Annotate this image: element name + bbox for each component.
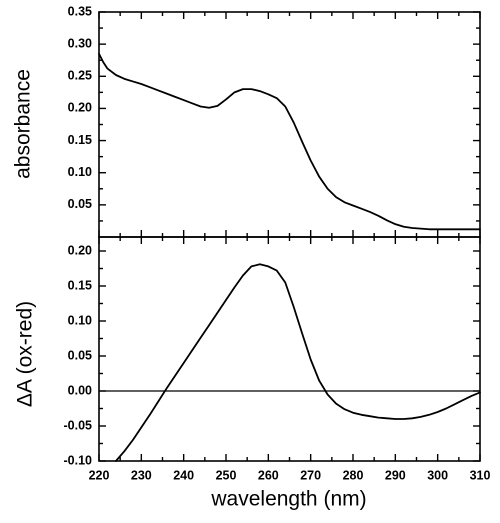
top-y-tick-label: 0.05 <box>68 197 92 211</box>
bottom-plot-frame <box>98 236 481 462</box>
x-tick-label: 300 <box>427 468 448 482</box>
bottom-y-tick-label: -0.10 <box>64 453 93 467</box>
top-y-tick-label: 0.25 <box>68 69 92 83</box>
bottom-axis-ticks <box>98 230 481 462</box>
top-y-axis-title: absorbance <box>12 69 35 179</box>
bottom-panel-delta-absorbance: -0.10 -0.05 0.00 0.05 0.10 0.15 0.20 220 230 240… <box>14 230 491 511</box>
bottom-y-tick-label: 0.15 <box>68 278 92 292</box>
bottom-y-tick-label: 0.00 <box>68 383 92 397</box>
top-y-tick-labels: 0.05 0.10 0.15 0.20 0.25 0.30 0.35 <box>68 4 92 211</box>
top-y-tick-label: 0.35 <box>68 4 92 18</box>
top-plot-frame <box>98 11 481 238</box>
top-axis-ticks <box>98 11 481 222</box>
delta-absorbance-series-line <box>115 263 481 462</box>
top-panel-absorbance: 0.05 0.10 0.15 0.20 0.25 0.30 0.35 absorbance <box>12 4 481 238</box>
bottom-y-tick-label: 0.10 <box>68 313 92 327</box>
top-y-tick-label: 0.30 <box>68 36 92 50</box>
top-y-tick-label: 0.10 <box>68 165 92 179</box>
x-tick-label: 240 <box>173 468 194 482</box>
top-y-tick-label: 0.20 <box>68 101 92 115</box>
bottom-y-tick-label: -0.05 <box>64 418 93 432</box>
x-tick-label: 290 <box>385 468 406 482</box>
top-y-tick-label: 0.15 <box>68 133 92 147</box>
bottom-y-axis-title: ΔA (ox-red) <box>14 301 37 407</box>
x-tick-labels: 220 230 240 250 260 270 280 290 300 310 <box>89 468 491 482</box>
x-tick-label: 230 <box>131 468 152 482</box>
x-tick-label: 310 <box>470 468 491 482</box>
bottom-y-tick-labels: -0.10 -0.05 0.00 0.05 0.10 0.15 0.20 <box>64 243 93 467</box>
absorbance-series-line <box>98 52 481 231</box>
bottom-y-tick-label: 0.05 <box>68 348 92 362</box>
x-tick-label: 280 <box>343 468 364 482</box>
x-tick-label: 260 <box>258 468 279 482</box>
x-tick-label: 270 <box>300 468 321 482</box>
x-tick-label: 220 <box>89 468 110 482</box>
x-tick-label: 250 <box>216 468 237 482</box>
x-axis-title: wavelength (nm) <box>210 488 366 511</box>
bottom-y-tick-label: 0.20 <box>68 243 92 257</box>
